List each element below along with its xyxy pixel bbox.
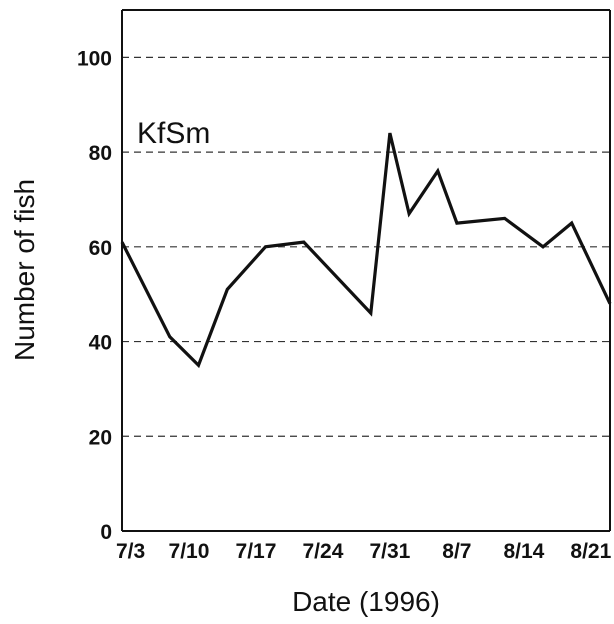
x-tick-label: 8/14 (503, 540, 544, 563)
y-tick-label: 100 (77, 47, 112, 70)
x-tick-label: 8/7 (442, 540, 471, 563)
x-tick-labels: 7/3 7/10 7/17 7/24 7/31 8/7 8/14 8/21 (116, 540, 612, 563)
x-tick-label: 7/3 (116, 540, 145, 563)
axes (122, 10, 610, 531)
y-tick-label: 20 (89, 426, 112, 449)
x-tick-label: 8/21 (570, 540, 611, 563)
series (122, 133, 610, 365)
x-tick-label: 7/24 (303, 540, 344, 563)
x-axis-title: Date (1996) (292, 586, 440, 617)
x-tick-label: 7/10 (169, 540, 210, 563)
y-tick-labels: 0 20 40 60 80 100 (77, 47, 112, 544)
y-tick-label: 40 (89, 332, 112, 355)
x-tick-label: 7/31 (369, 540, 410, 563)
y-axis-title: Number of fish (9, 179, 40, 361)
gridlines (122, 57, 610, 436)
annotation-label: KfSm (137, 117, 210, 150)
y-tick-label: 80 (89, 142, 112, 165)
series-line (122, 133, 610, 365)
y-tick-label: 60 (89, 237, 112, 260)
y-tick-label: 0 (100, 521, 112, 544)
x-tick-label: 7/17 (236, 540, 277, 563)
